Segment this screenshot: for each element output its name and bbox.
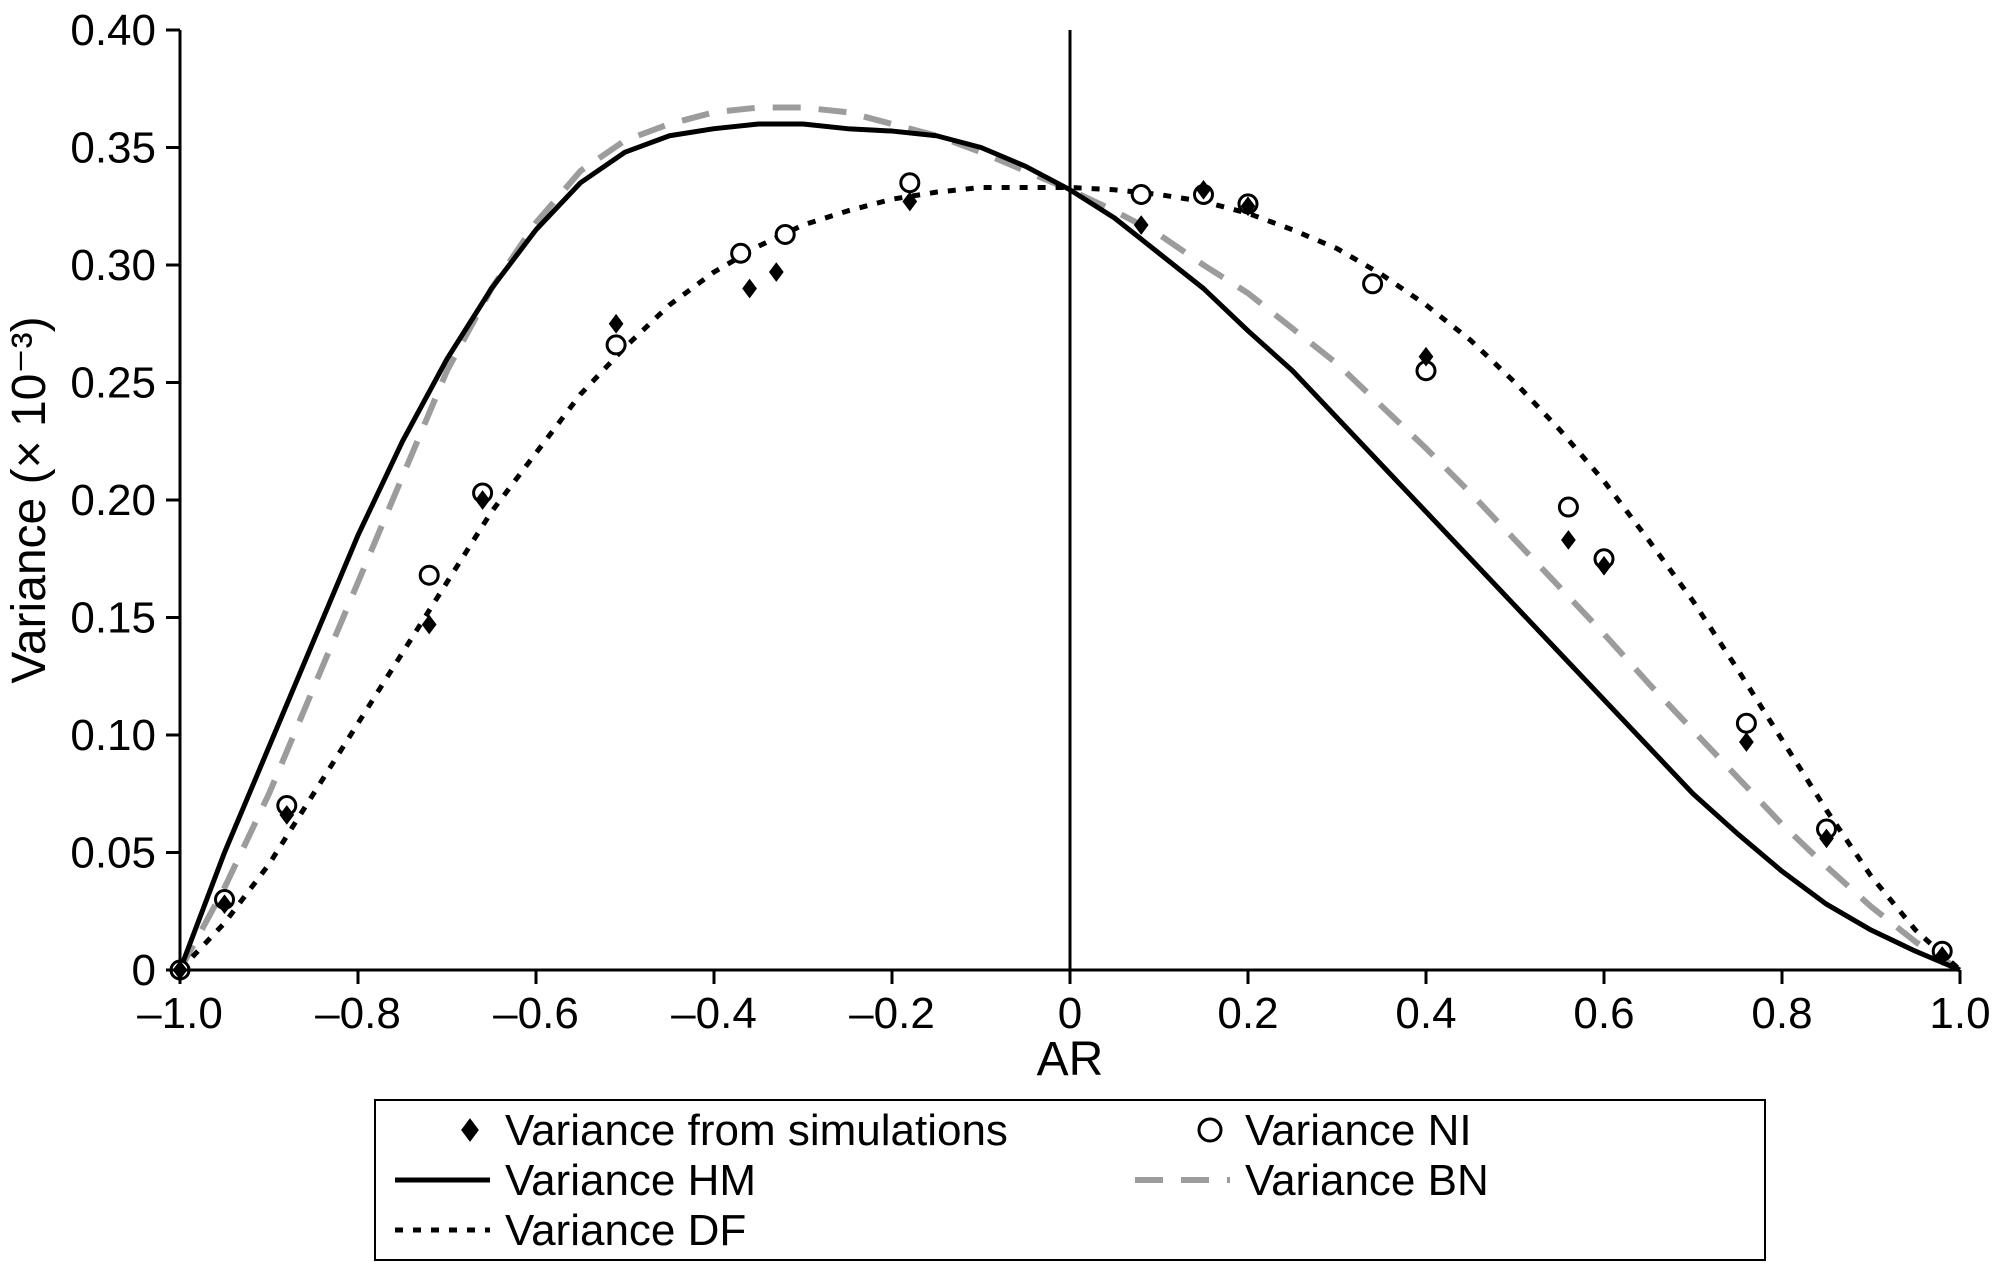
ytick-label: 0 — [132, 946, 156, 995]
ytick-label: 0.05 — [70, 829, 156, 878]
xtick-label: –1.0 — [137, 989, 223, 1038]
xtick-label: 0.2 — [1217, 989, 1278, 1038]
xtick-label: 0.6 — [1573, 989, 1634, 1038]
ytick-label: 0.35 — [70, 124, 156, 173]
variance-chart: –1.0 –0.8 –0.6 –0.4 –0.2 0 0.2 0.4 0.6 0.8 1.0 0 0.0… — [0, 0, 2009, 1270]
xtick-label: 0.4 — [1395, 989, 1456, 1038]
ytick-label: 0.20 — [70, 476, 156, 525]
xtick-label: 0.8 — [1751, 989, 1812, 1038]
ytick-label: 0.10 — [70, 711, 156, 760]
y-axis-label: Variance (× 10⁻³) — [3, 316, 56, 683]
legend-label: Variance from simulations — [505, 1106, 1008, 1155]
ytick-label: 0.30 — [70, 241, 156, 290]
xtick-label: –0.6 — [493, 989, 579, 1038]
ytick-label: 0.40 — [70, 6, 156, 55]
xtick-label: 0 — [1058, 989, 1082, 1038]
legend: Variance from simulationsVariance NIVari… — [375, 1100, 1765, 1260]
xtick-label: –0.8 — [315, 989, 401, 1038]
ytick-label: 0.15 — [70, 594, 156, 643]
xtick-label: –0.4 — [671, 989, 757, 1038]
legend-label: Variance NI — [1245, 1106, 1472, 1155]
xtick-label: –0.2 — [849, 989, 935, 1038]
xtick-label: 1.0 — [1929, 989, 1990, 1038]
x-axis-label: AR — [1037, 1033, 1104, 1086]
ytick-label: 0.25 — [70, 359, 156, 408]
legend-label: Variance BN — [1245, 1156, 1489, 1205]
legend-label: Variance DF — [505, 1206, 746, 1255]
legend-label: Variance HM — [505, 1156, 756, 1205]
